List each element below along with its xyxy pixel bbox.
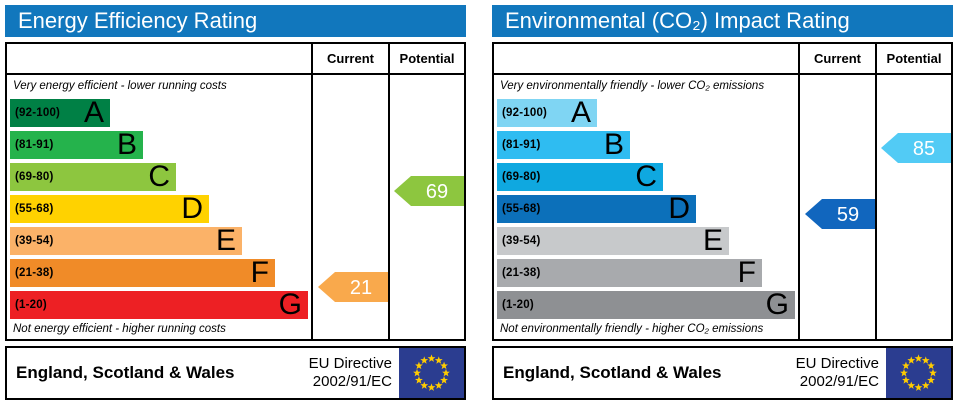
- svg-text:85: 85: [913, 138, 935, 160]
- band-range-label: (81-91): [15, 139, 54, 151]
- potential-value-column: 69: [388, 75, 464, 339]
- band-scale-area: Very energy efficient - lower running co…: [7, 75, 311, 339]
- current-column-header: Current: [311, 44, 388, 73]
- band-letter: D: [668, 192, 690, 225]
- eu-directive-line2: 2002/91/EC: [312, 373, 392, 390]
- band-b: (81-91) B: [497, 128, 630, 161]
- band-range-label: (39-54): [502, 235, 541, 247]
- band-f: (21-38) F: [10, 256, 275, 289]
- eu-directive-line1: EU Directive: [795, 355, 879, 373]
- current-arrow: 21: [318, 272, 388, 302]
- band-range-label: (55-68): [502, 203, 541, 215]
- top-note: Very energy efficient - lower running co…: [13, 80, 227, 92]
- svg-text:21: 21: [350, 277, 372, 299]
- band-f: (21-38) F: [497, 256, 762, 289]
- band-g: (1-20) G: [497, 288, 795, 321]
- panel-title: Environmental (CO₂) Impact Rating: [492, 5, 953, 37]
- band-scale-area: Very environmentally friendly - lower CO…: [494, 75, 798, 339]
- band-letter: A: [570, 96, 591, 129]
- svg-text:69: 69: [426, 181, 448, 203]
- band-letter: G: [278, 288, 302, 321]
- band-g: (1-20) G: [10, 288, 308, 321]
- footer-bar: England, Scotland & Wales EU Directive 2…: [5, 346, 466, 400]
- potential-column-header: Potential: [388, 44, 464, 73]
- band-letter: E: [215, 224, 236, 257]
- current-value-column: 21: [311, 75, 388, 339]
- band-range-label: (21-38): [502, 267, 541, 279]
- panel-title: Energy Efficiency Rating: [5, 5, 466, 37]
- eu-directive-line1: EU Directive: [308, 355, 392, 373]
- environmental-impact-panel: Environmental (CO₂) Impact Rating Curren…: [492, 5, 953, 400]
- energy-efficiency-panel: Energy Efficiency Rating Current Potenti…: [5, 5, 466, 400]
- potential-column-header: Potential: [875, 44, 951, 73]
- band-letter: A: [83, 96, 104, 129]
- band-letter: E: [702, 224, 723, 257]
- band-letter: F: [250, 256, 269, 289]
- footer-bar: England, Scotland & Wales EU Directive 2…: [492, 346, 953, 400]
- region-label: England, Scotland & Wales: [16, 363, 235, 382]
- band-range-label: (81-91): [502, 139, 541, 151]
- table-header-row: Current Potential: [7, 44, 464, 75]
- band-letter: C: [148, 160, 170, 193]
- band-d: (55-68) D: [497, 192, 696, 225]
- eu-directive-label: EU Directive 2002/91/EC: [796, 355, 886, 390]
- svg-text:59: 59: [837, 204, 859, 226]
- potential-value-column: 85: [875, 75, 951, 339]
- eu-flag-icon: [399, 348, 464, 398]
- band-c: (69-80) C: [10, 160, 176, 193]
- current-column-header: Current: [798, 44, 875, 73]
- band-range-label: (69-80): [15, 171, 54, 183]
- band-b: (81-91) B: [10, 128, 143, 161]
- region-label: England, Scotland & Wales: [503, 363, 722, 382]
- band-range-label: (69-80): [502, 171, 541, 183]
- current-arrow: 59: [805, 199, 875, 230]
- band-range-label: (1-20): [502, 299, 534, 311]
- band-d: (55-68) D: [10, 192, 209, 225]
- band-a: (92-100) A: [497, 96, 597, 129]
- band-letter: D: [181, 192, 203, 225]
- current-value-column: 59: [798, 75, 875, 339]
- band-letter: B: [603, 128, 624, 161]
- rating-table: Current Potential Very environmentally f…: [492, 42, 953, 341]
- table-header-row: Current Potential: [494, 44, 951, 75]
- band-a: (92-100) A: [10, 96, 110, 129]
- band-range-label: (39-54): [15, 235, 54, 247]
- band-range-label: (92-100): [502, 107, 548, 119]
- eu-directive-line2: 2002/91/EC: [799, 373, 879, 390]
- band-e: (39-54) E: [497, 224, 729, 257]
- band-range-label: (21-38): [15, 267, 54, 279]
- eu-flag-icon: [886, 348, 951, 398]
- header-spacer: [494, 44, 798, 73]
- eu-directive-label: EU Directive 2002/91/EC: [309, 355, 399, 390]
- potential-arrow: 85: [881, 132, 951, 163]
- top-note: Very environmentally friendly - lower CO…: [500, 80, 765, 92]
- band-letter: B: [116, 128, 137, 161]
- potential-arrow: 69: [394, 176, 464, 206]
- band-range-label: (55-68): [15, 203, 54, 215]
- bottom-note: Not environmentally friendly - higher CO…: [500, 323, 764, 335]
- bottom-note: Not energy efficient - higher running co…: [13, 323, 226, 335]
- rating-table: Current Potential Very energy efficient …: [5, 42, 466, 341]
- band-range-label: (92-100): [15, 107, 61, 119]
- band-letter: G: [765, 288, 789, 321]
- band-range-label: (1-20): [15, 299, 47, 311]
- table-body: Very environmentally friendly - lower CO…: [494, 75, 951, 339]
- band-c: (69-80) C: [497, 160, 663, 193]
- band-letter: F: [737, 256, 756, 289]
- header-spacer: [7, 44, 311, 73]
- band-e: (39-54) E: [10, 224, 242, 257]
- band-letter: C: [635, 160, 657, 193]
- table-body: Very energy efficient - lower running co…: [7, 75, 464, 339]
